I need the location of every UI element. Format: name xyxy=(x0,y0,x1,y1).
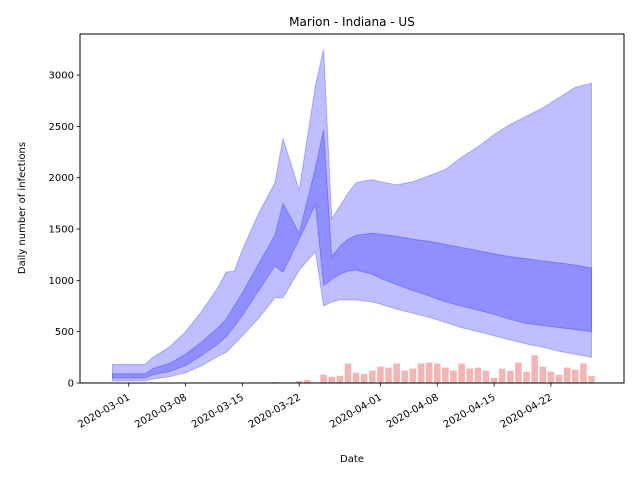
observed-bar xyxy=(336,375,344,383)
y-tick-label: 2500 xyxy=(49,122,74,133)
observed-bar xyxy=(539,366,547,383)
observed-bar xyxy=(572,369,579,383)
observed-bar xyxy=(320,374,327,383)
observed-bar xyxy=(385,367,392,383)
y-tick-label: 0 xyxy=(68,379,74,390)
y-tick-label: 500 xyxy=(55,327,74,338)
observed-bar xyxy=(425,362,433,383)
observed-bar xyxy=(482,370,490,383)
observed-bar xyxy=(450,370,457,383)
observed-bar xyxy=(352,372,360,383)
plot-area xyxy=(112,49,595,383)
observed-bar xyxy=(547,371,555,383)
observed-bar xyxy=(515,362,522,383)
observed-bar xyxy=(296,380,303,383)
observed-bar xyxy=(360,373,368,383)
observed-bar xyxy=(328,376,335,383)
observed-bar xyxy=(490,377,498,383)
observed-bar xyxy=(507,370,514,383)
observed-bar xyxy=(580,363,587,383)
observed-bar xyxy=(523,371,530,383)
observed-bar xyxy=(434,363,441,383)
band-2 xyxy=(112,129,592,379)
observed-bar xyxy=(466,368,473,383)
observed-bar xyxy=(555,374,563,383)
y-tick-label: 1000 xyxy=(49,276,74,287)
observed-bar xyxy=(588,375,595,383)
observed-bar xyxy=(369,370,376,383)
observed-bar xyxy=(499,368,506,383)
observed-bar xyxy=(417,363,425,383)
observed-bar xyxy=(474,367,482,383)
y-axis: 0 500 1000 1500 2000 2500 3000 xyxy=(49,71,80,390)
observed-bar xyxy=(401,370,408,383)
observed-bar xyxy=(393,363,400,383)
chart-title: Marion - Indiana - US xyxy=(289,15,415,29)
y-tick-label: 1500 xyxy=(49,225,74,236)
y-tick-label: 3000 xyxy=(49,71,74,82)
observed-bar xyxy=(442,367,449,383)
observed-bar xyxy=(409,368,417,383)
observed-bar xyxy=(304,379,311,383)
observed-bar xyxy=(531,355,538,383)
observed-bar xyxy=(458,363,465,383)
y-axis-label: Daily number of infections xyxy=(17,142,28,274)
observed-bar xyxy=(377,366,384,383)
y-tick-label: 2000 xyxy=(49,173,74,184)
band-1 xyxy=(112,49,592,382)
observed-bar xyxy=(563,367,571,383)
observed-bar xyxy=(344,363,352,383)
plot-frame xyxy=(79,33,625,384)
x-axis-label: Date xyxy=(340,454,364,465)
